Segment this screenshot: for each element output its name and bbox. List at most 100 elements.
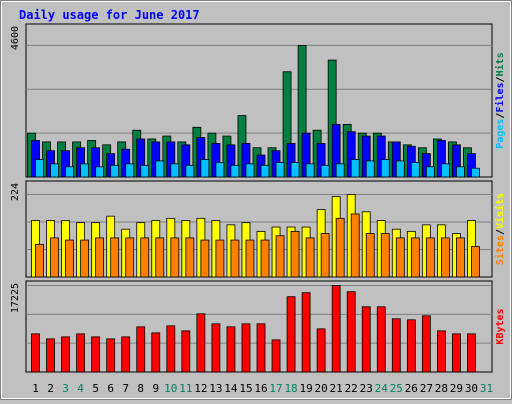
bar-sites-day-17 — [275, 235, 285, 278]
bar-sites-day-3 — [65, 239, 74, 278]
bar-pages-day-14 — [230, 164, 240, 178]
bar-pages-day-23 — [365, 160, 375, 178]
bar-kbytes-day-2 — [46, 338, 55, 373]
series-axis-label-part: Files — [494, 82, 506, 112]
bar-pages-day-19 — [305, 163, 315, 178]
x-tick-label-day-4: 4 — [77, 382, 84, 395]
bar-pages-day-13 — [215, 161, 225, 178]
bar-sites-day-10 — [170, 237, 180, 278]
bar-sites-day-1 — [35, 244, 44, 278]
x-tick-label-day-29: 29 — [450, 382, 463, 395]
bar-kbytes-day-9 — [151, 332, 161, 373]
x-tick-label-day-20: 20 — [315, 382, 328, 395]
bar-sites-day-22 — [350, 213, 360, 278]
series-axis-label-part: Visits — [494, 193, 506, 229]
x-tick-label-day-3: 3 — [62, 382, 69, 395]
y-max-label: 4600 — [10, 26, 21, 50]
bar-pages-day-12 — [200, 159, 210, 178]
bar-sites-day-14 — [230, 239, 240, 278]
bar-kbytes-day-30 — [467, 333, 476, 373]
bar-kbytes-day-20 — [316, 328, 326, 373]
series-axis-label-part: Pages — [495, 119, 506, 149]
x-tick-label-day-8: 8 — [137, 382, 144, 395]
x-tick-label-day-10: 10 — [164, 382, 177, 395]
series-axis-label: KBytes — [495, 308, 506, 344]
bar-sites-day-11 — [185, 237, 195, 278]
bar-pages-day-26 — [410, 161, 420, 178]
bar-pages-day-21 — [335, 163, 345, 178]
bar-kbytes-day-13 — [211, 323, 221, 373]
x-tick-label-day-26: 26 — [405, 382, 418, 395]
bar-pages-day-24 — [380, 159, 390, 178]
bar-kbytes-day-14 — [226, 326, 236, 373]
series-axis-label-part: Sites — [494, 235, 506, 265]
x-tick-label-day-1: 1 — [32, 382, 39, 395]
x-tick-label-day-15: 15 — [239, 382, 252, 395]
bar-sites-day-20 — [320, 233, 330, 278]
bar-pages-day-30 — [471, 167, 480, 178]
bar-sites-day-19 — [305, 237, 315, 278]
series-axis-label-part: / — [495, 113, 506, 119]
x-tick-label-day-13: 13 — [209, 382, 222, 395]
bar-kbytes-day-12 — [196, 313, 206, 373]
bar-kbytes-day-3 — [61, 336, 70, 373]
bar-sites-day-24 — [380, 233, 390, 278]
bar-pages-day-5 — [95, 166, 105, 178]
x-tick-label-day-30: 30 — [465, 382, 478, 395]
bar-pages-day-25 — [395, 160, 405, 178]
series-axis-label-part: / — [495, 229, 506, 235]
bar-pages-day-22 — [350, 159, 360, 178]
bar-pages-day-2 — [50, 163, 59, 178]
bar-pages-day-1 — [35, 159, 44, 178]
x-tick-label-day-9: 9 — [152, 382, 159, 395]
bar-kbytes-day-4 — [76, 333, 86, 373]
bar-pages-day-11 — [185, 164, 195, 178]
bar-pages-day-20 — [320, 164, 330, 178]
bar-pages-day-17 — [275, 161, 285, 178]
x-tick-label-day-25: 25 — [390, 382, 403, 395]
chart-title: Daily usage for June 2017 — [19, 8, 200, 22]
bar-kbytes-day-27 — [421, 315, 431, 373]
bar-kbytes-day-17 — [271, 339, 281, 373]
series-axis-label-part: Hits — [494, 52, 506, 76]
bar-pages-day-27 — [425, 166, 435, 178]
bar-sites-day-26 — [410, 237, 420, 278]
bar-sites-day-28 — [440, 237, 450, 278]
x-tick-label-day-18: 18 — [284, 382, 297, 395]
bar-kbytes-day-7 — [121, 336, 131, 373]
series-axis-label-part: / — [495, 76, 506, 82]
bar-pages-day-10 — [170, 163, 180, 178]
bar-pages-day-18 — [290, 161, 300, 178]
bar-kbytes-day-24 — [376, 306, 386, 373]
x-tick-label-day-23: 23 — [360, 382, 373, 395]
bar-kbytes-day-5 — [91, 336, 101, 373]
bar-pages-day-3 — [65, 166, 74, 178]
bar-kbytes-day-16 — [256, 323, 266, 373]
bar-sites-day-2 — [50, 237, 59, 278]
series-axis-label: Sites/Visits — [494, 193, 506, 265]
bar-sites-day-29 — [456, 237, 465, 278]
bar-sites-day-8 — [140, 237, 150, 278]
x-tick-label-day-6: 6 — [107, 382, 114, 395]
bar-sites-day-27 — [425, 237, 435, 278]
bar-sites-day-21 — [335, 217, 345, 278]
bar-pages-day-16 — [260, 164, 270, 178]
x-tick-label-day-2: 2 — [47, 382, 54, 395]
bar-sites-day-15 — [245, 239, 255, 278]
x-tick-label-day-24: 24 — [375, 382, 389, 395]
series-axis-label: Pages/Files/Hits — [494, 52, 506, 148]
bar-kbytes-day-28 — [436, 330, 446, 373]
bar-pages-day-8 — [140, 164, 150, 178]
bar-pages-day-15 — [245, 163, 255, 178]
series-axis-label-part: KBytes — [495, 308, 506, 344]
x-tick-label-day-16: 16 — [254, 382, 267, 395]
x-tick-label-day-7: 7 — [122, 382, 129, 395]
bar-sites-day-12 — [200, 239, 210, 278]
bar-pages-day-7 — [125, 163, 135, 178]
x-tick-label-day-17: 17 — [269, 382, 282, 395]
x-tick-label-day-11: 11 — [179, 382, 192, 395]
x-tick-label-day-31: 31 — [480, 382, 493, 395]
